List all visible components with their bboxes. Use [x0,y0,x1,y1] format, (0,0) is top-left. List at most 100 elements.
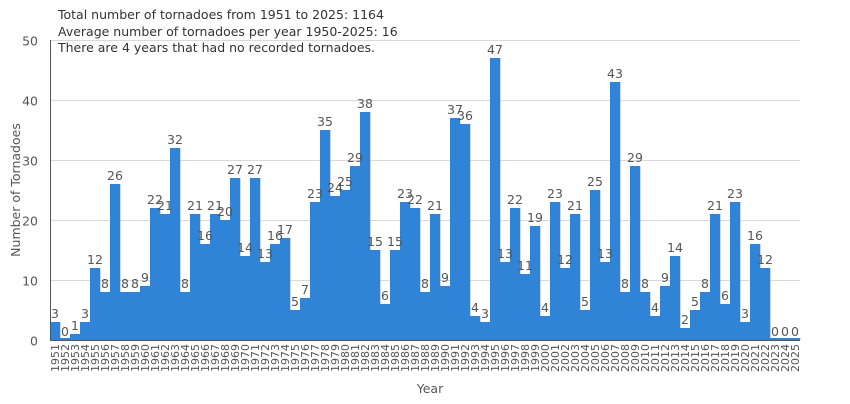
bar-1956 [100,292,111,340]
data-label: 0 [771,324,779,339]
bar-2004 [580,310,591,340]
x-tick-labels: 1951195219531954195519561957195819591960… [49,344,802,372]
data-label: 22 [507,192,523,207]
data-label: 8 [131,276,139,291]
data-label: 0 [61,324,69,339]
x-tick-label: 1986 [399,344,412,372]
bar-2019 [730,202,741,340]
bar-1985 [390,250,401,340]
x-tick-label: 1995 [489,344,502,372]
bar-2000 [540,316,551,340]
data-label: 16 [747,228,763,243]
bar-2009 [630,166,641,340]
bar-1961 [150,208,161,340]
x-tick-label: 1955 [89,344,102,372]
x-tick-label: 2024 [779,344,792,372]
bar-1980 [340,190,351,340]
data-label: 14 [667,240,683,255]
data-label: 8 [121,276,129,291]
x-tick-label: 1983 [369,344,382,372]
data-label: 26 [107,168,123,183]
bar-2012 [660,286,671,340]
data-label: 8 [181,276,189,291]
x-tick-label: 1981 [349,344,362,372]
data-label: 20 [217,204,233,219]
bar-1993 [470,316,481,340]
x-tick-label: 1968 [219,344,232,372]
bar-1996 [500,262,511,340]
x-tick-label: 1984 [379,344,392,372]
data-label: 6 [721,288,729,303]
x-tick-label: 1962 [159,344,172,372]
x-tick-label: 2008 [619,344,632,372]
data-label: 22 [147,192,163,207]
bar-2021 [750,244,761,340]
data-label: 0 [791,324,799,339]
annotation-line-3: There are 4 years that had no recorded t… [57,40,375,55]
x-tick-label: 1980 [339,344,352,372]
y-tick-label: 30 [22,154,38,169]
data-label: 15 [367,234,383,249]
data-label: 21 [157,198,173,213]
bar-2013 [670,256,681,340]
data-label: 3 [481,306,489,321]
data-label: 36 [457,108,473,123]
data-label: 22 [407,192,423,207]
data-label: 27 [247,162,263,177]
bar-2007 [610,82,621,340]
x-tick-label: 1972 [259,344,272,372]
bar-1991 [450,118,461,340]
x-tick-label: 2011 [649,344,662,372]
x-tick-label: 1957 [109,344,122,372]
bar-1958 [120,292,131,340]
x-tick-label: 2006 [599,344,612,372]
bar-1955 [90,268,101,340]
data-label: 13 [597,246,613,261]
bar-1967 [210,214,221,340]
x-tick-label: 1976 [299,344,312,372]
data-label: 9 [441,270,449,285]
x-tick-label: 1967 [209,344,222,372]
bar-1965 [190,214,201,340]
bar-1986 [400,202,411,340]
x-tick-label: 1966 [199,344,212,372]
x-tick-label: 1989 [429,344,442,372]
x-tick-label: 1956 [99,344,112,372]
data-label: 5 [581,294,589,309]
data-label: 17 [277,222,293,237]
x-tick-label: 1954 [79,344,92,372]
bar-1997 [510,208,521,340]
data-label: 21 [207,198,223,213]
x-tick-label: 1952 [59,344,72,372]
x-tick-label: 2001 [549,344,562,372]
data-label: 5 [291,294,299,309]
x-axis-label: Year [416,381,444,396]
bar-1970 [240,256,251,340]
bar-2003 [570,214,581,340]
data-label: 9 [661,270,669,285]
x-tick-label: 2007 [609,344,622,372]
x-tick-label: 1964 [179,344,192,372]
bar-2002 [560,268,571,340]
data-label: 7 [301,282,309,297]
data-label: 23 [547,186,563,201]
bar-1969 [230,178,241,340]
bar-1975 [290,310,301,340]
bar-1977 [310,202,321,340]
bar-1951 [50,322,61,340]
data-label: 8 [101,276,109,291]
x-tick-label: 2002 [559,344,572,372]
annotation-line-2: Average number of tornadoes per year 195… [58,24,398,39]
x-tick-label: 1988 [419,344,432,372]
bars [50,58,801,340]
data-label: 3 [51,306,59,321]
data-label: 29 [347,150,363,165]
data-label: 27 [227,162,243,177]
bar-2020 [740,322,751,340]
bar-1964 [180,292,191,340]
data-label: 16 [267,228,283,243]
data-label: 43 [607,66,623,81]
x-tick-label: 1969 [229,344,242,372]
